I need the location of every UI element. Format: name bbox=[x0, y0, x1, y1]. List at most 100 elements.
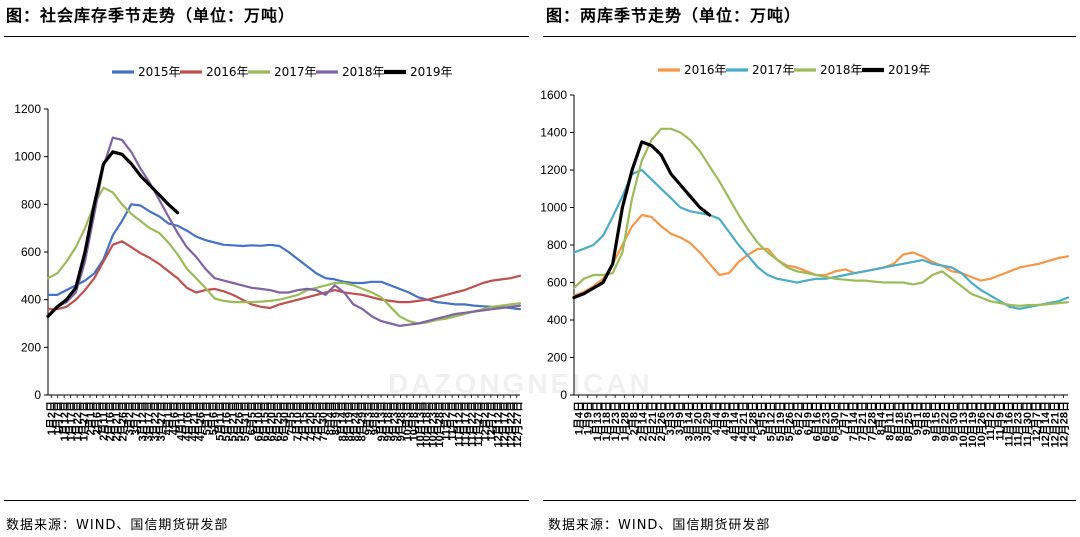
x-tick-label: 4月9日 bbox=[719, 401, 732, 435]
series-line-2019年 bbox=[572, 140, 712, 300]
x-tick-label: 9月23日 bbox=[388, 401, 401, 441]
y-tick-label: 600 bbox=[547, 276, 567, 290]
x-tick-label: 3月3日 bbox=[664, 401, 677, 435]
x-tick-label: 12月12日 bbox=[491, 401, 504, 447]
series-line-2017年 bbox=[572, 168, 1070, 310]
x-tick-label: 1月7日 bbox=[52, 401, 65, 435]
legend-item: 2018年 bbox=[794, 63, 863, 77]
x-tick-label: 9月13日 bbox=[375, 401, 388, 441]
x-tick-label: 6月9日 bbox=[801, 401, 814, 435]
x-tick-label: 10月28日 bbox=[433, 401, 446, 447]
y-tick-label: 0 bbox=[560, 388, 567, 402]
x-tick-label: 8月4日 bbox=[323, 401, 336, 435]
legend-item: 2019年 bbox=[384, 65, 453, 79]
series-line-2016年 bbox=[46, 240, 522, 311]
x-tick-label: 6月5日 bbox=[246, 401, 259, 435]
x-tick-label: 5月26日 bbox=[233, 401, 246, 441]
x-tick-label: 6月15日 bbox=[259, 401, 272, 441]
y-tick-label: 200 bbox=[21, 340, 41, 354]
x-tick-label: 2月8日 bbox=[627, 401, 640, 435]
left-chart-title: 图：社会库存季节走势（单位：万吨） bbox=[6, 6, 296, 25]
x-tick-label: 10月23日 bbox=[427, 401, 440, 447]
series-line-2019年 bbox=[46, 150, 180, 318]
legend-item: 2018年 bbox=[316, 65, 385, 79]
x-tick-label: 4月11日 bbox=[175, 401, 188, 441]
x-tick-label: 7月7日 bbox=[838, 401, 851, 435]
y-tick-label: 1200 bbox=[540, 163, 567, 177]
x-tick-label: 10月19日 bbox=[966, 401, 979, 447]
x-tick-label: 4月21日 bbox=[187, 401, 200, 441]
x-tick-label: 8月19日 bbox=[343, 401, 356, 441]
y-tick-label: 600 bbox=[21, 245, 41, 259]
x-tick-label: 4月16日 bbox=[181, 401, 194, 441]
x-tick-label: 11月22日 bbox=[466, 401, 479, 447]
x-tick-label: 9月8日 bbox=[920, 401, 933, 435]
legend-item: 2017年 bbox=[248, 65, 317, 79]
x-tick-label: 3月2日 bbox=[123, 401, 136, 435]
right-top-rule bbox=[543, 36, 1076, 37]
x-tick-label: 10月3日 bbox=[401, 401, 414, 441]
x-tick-label: 7月25日 bbox=[310, 401, 323, 441]
x-tick-label: 1月27日 bbox=[78, 401, 91, 441]
x-tick-label: 2月21日 bbox=[110, 401, 123, 441]
x-tick-label: 1月23日 bbox=[609, 401, 622, 441]
y-tick-label: 200 bbox=[547, 351, 567, 365]
legend-item: 2016年 bbox=[180, 65, 249, 79]
x-tick-label: 1月13日 bbox=[591, 401, 604, 441]
x-tick-label: 9月28日 bbox=[394, 401, 407, 441]
x-tick-label: 2月14日 bbox=[637, 401, 650, 441]
x-tick-label: 1月2日 bbox=[45, 401, 58, 435]
right-source-note: 数据来源：WIND、国信期货研发部 bbox=[548, 518, 771, 533]
x-tick-label: 12月14日 bbox=[1039, 401, 1052, 447]
legend-label: 2018年 bbox=[342, 65, 385, 79]
left-top-rule bbox=[4, 36, 529, 37]
x-tick-label: 11月12日 bbox=[453, 401, 466, 447]
right-bottom-rule bbox=[543, 500, 1076, 501]
x-tick-label: 10月13日 bbox=[414, 401, 427, 447]
x-tick-label: 4月4日 bbox=[710, 401, 723, 435]
x-tick-label: 8月9日 bbox=[330, 401, 343, 435]
x-tick-label: 4月14日 bbox=[728, 401, 741, 441]
legend-label: 2015年 bbox=[138, 65, 181, 79]
x-tick-label: 12月22日 bbox=[504, 401, 517, 447]
x-tick-label: 5月21日 bbox=[226, 401, 239, 441]
x-tick-label: 8月18日 bbox=[893, 401, 906, 441]
y-tick-label: 1200 bbox=[14, 102, 41, 116]
x-tick-label: 3月12日 bbox=[136, 401, 149, 441]
y-tick-label: 400 bbox=[21, 293, 41, 307]
x-tick-label: 12月7日 bbox=[1030, 401, 1043, 441]
x-tick-label: 6月16日 bbox=[810, 401, 823, 441]
x-tick-label: 2月26日 bbox=[116, 401, 129, 441]
x-tick-label: 6月30日 bbox=[278, 401, 291, 441]
right-chart-title: 图：两库季节走势（单位：万吨） bbox=[546, 6, 802, 25]
x-tick-label: 8月11日 bbox=[884, 401, 897, 441]
x-tick-label: 12月28日 bbox=[1057, 401, 1070, 447]
legend-item: 2015年 bbox=[112, 65, 181, 79]
x-tick-label: 7月5日 bbox=[284, 401, 297, 435]
x-tick-label: 1月12日 bbox=[58, 401, 71, 441]
x-tick-label: 6月30日 bbox=[829, 401, 842, 441]
x-tick-label: 1月22日 bbox=[71, 401, 84, 441]
x-tick-label: 8月25日 bbox=[902, 401, 915, 441]
x-tick-label: 11月23日 bbox=[1012, 401, 1025, 447]
x-tick-label: 3月7日 bbox=[129, 401, 142, 435]
x-tick-label: 2月11日 bbox=[97, 401, 110, 441]
x-tick-label: 5月5日 bbox=[756, 401, 769, 435]
x-tick-label: 7月15日 bbox=[297, 401, 310, 441]
x-tick-label: 7月10日 bbox=[291, 401, 304, 441]
x-tick-label: 11月16日 bbox=[1003, 401, 1016, 447]
legend-item: 2019年 bbox=[862, 63, 931, 77]
x-tick-label: 6月10日 bbox=[252, 401, 265, 441]
x-tick-label: 11月27日 bbox=[472, 401, 485, 447]
series-line-2015年 bbox=[46, 203, 522, 311]
x-tick-label: 2月21日 bbox=[646, 401, 659, 441]
x-tick-label: 1月9日 bbox=[582, 401, 595, 435]
x-tick-label: 5月26日 bbox=[783, 401, 796, 441]
x-tick-label: 6月23日 bbox=[820, 401, 833, 441]
x-tick-label: 3月17日 bbox=[142, 401, 155, 441]
x-tick-label: 11月2日 bbox=[440, 401, 453, 441]
right-line-chart: 020040060080010001200140016001月4日1月9日1月1… bbox=[540, 63, 1070, 447]
x-tick-label: 4月21日 bbox=[737, 401, 750, 441]
x-tick-label: 11月17日 bbox=[459, 401, 472, 447]
x-tick-label: 6月20日 bbox=[265, 401, 278, 441]
